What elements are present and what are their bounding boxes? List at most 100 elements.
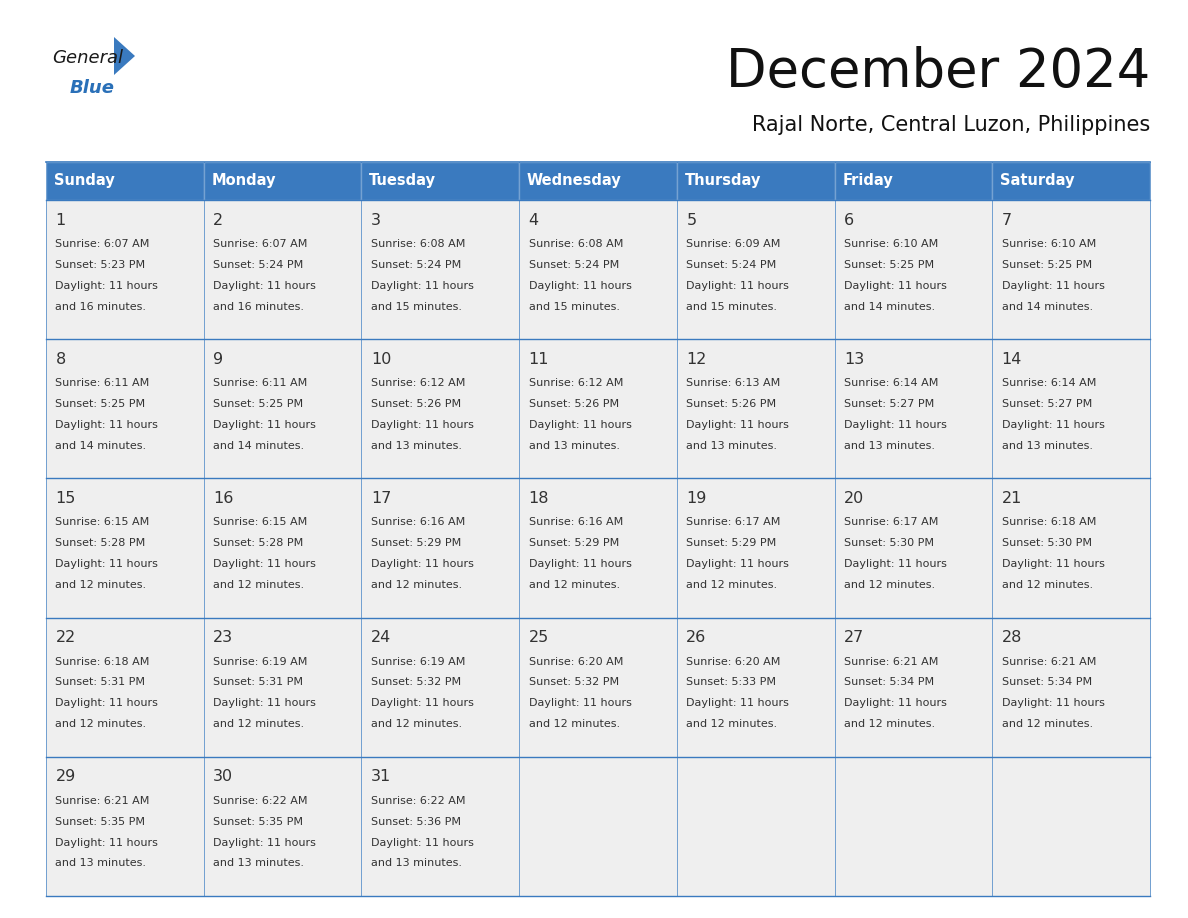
Text: Sunrise: 6:20 AM: Sunrise: 6:20 AM (529, 656, 623, 666)
Text: 6: 6 (843, 213, 854, 228)
Text: and 16 minutes.: and 16 minutes. (56, 302, 146, 311)
Text: Wednesday: Wednesday (527, 174, 621, 188)
Text: 12: 12 (687, 352, 707, 366)
Text: Sunset: 5:26 PM: Sunset: 5:26 PM (529, 399, 619, 409)
Bar (677, 756, 835, 896)
Bar (519, 618, 677, 756)
Text: and 13 minutes.: and 13 minutes. (529, 441, 620, 451)
Text: 2: 2 (213, 213, 223, 228)
Text: and 14 minutes.: and 14 minutes. (213, 441, 304, 451)
Text: Sunset: 5:28 PM: Sunset: 5:28 PM (56, 538, 146, 548)
Text: Daylight: 11 hours: Daylight: 11 hours (56, 699, 158, 709)
Text: Daylight: 11 hours: Daylight: 11 hours (371, 420, 474, 430)
Bar (835, 339, 992, 478)
Text: Daylight: 11 hours: Daylight: 11 hours (687, 559, 789, 569)
Text: Daylight: 11 hours: Daylight: 11 hours (213, 559, 316, 569)
Text: Sunrise: 6:08 AM: Sunrise: 6:08 AM (529, 239, 623, 249)
Text: Daylight: 11 hours: Daylight: 11 hours (1001, 281, 1105, 291)
Text: 11: 11 (529, 352, 549, 366)
Text: Sunset: 5:32 PM: Sunset: 5:32 PM (371, 677, 461, 688)
Text: Sunrise: 6:12 AM: Sunrise: 6:12 AM (529, 378, 623, 388)
Bar (835, 618, 992, 756)
Text: Sunset: 5:35 PM: Sunset: 5:35 PM (56, 817, 145, 826)
Text: Daylight: 11 hours: Daylight: 11 hours (213, 837, 316, 847)
Text: and 12 minutes.: and 12 minutes. (56, 719, 146, 729)
Bar (677, 478, 835, 618)
Text: 27: 27 (843, 630, 865, 645)
Text: 15: 15 (56, 491, 76, 506)
Bar (361, 618, 519, 756)
Text: and 13 minutes.: and 13 minutes. (371, 858, 462, 868)
Text: Monday: Monday (211, 174, 276, 188)
Bar (46, 162, 203, 200)
Text: Sunset: 5:25 PM: Sunset: 5:25 PM (843, 260, 934, 270)
Text: and 14 minutes.: and 14 minutes. (56, 441, 146, 451)
Text: Sunset: 5:33 PM: Sunset: 5:33 PM (687, 677, 776, 688)
Text: Sunset: 5:29 PM: Sunset: 5:29 PM (371, 538, 461, 548)
Text: Saturday: Saturday (1000, 174, 1075, 188)
Text: Daylight: 11 hours: Daylight: 11 hours (371, 559, 474, 569)
Text: Sunrise: 6:22 AM: Sunrise: 6:22 AM (371, 796, 466, 806)
Bar (992, 339, 1150, 478)
Text: Daylight: 11 hours: Daylight: 11 hours (529, 699, 632, 709)
Text: 18: 18 (529, 491, 549, 506)
Text: and 15 minutes.: and 15 minutes. (529, 302, 620, 311)
Text: 5: 5 (687, 213, 696, 228)
Bar (519, 756, 677, 896)
Bar (46, 756, 203, 896)
Text: 23: 23 (213, 630, 233, 645)
Text: Daylight: 11 hours: Daylight: 11 hours (843, 699, 947, 709)
Text: 4: 4 (529, 213, 538, 228)
Text: Sunday: Sunday (53, 174, 114, 188)
Text: Sunrise: 6:10 AM: Sunrise: 6:10 AM (1001, 239, 1097, 249)
Bar (46, 478, 203, 618)
Text: Sunset: 5:25 PM: Sunset: 5:25 PM (213, 399, 303, 409)
Text: Sunset: 5:30 PM: Sunset: 5:30 PM (1001, 538, 1092, 548)
Bar (835, 162, 992, 200)
Text: 13: 13 (843, 352, 865, 366)
Text: Sunset: 5:23 PM: Sunset: 5:23 PM (56, 260, 146, 270)
Text: and 12 minutes.: and 12 minutes. (1001, 719, 1093, 729)
Text: Sunrise: 6:15 AM: Sunrise: 6:15 AM (56, 518, 150, 527)
Text: 21: 21 (1001, 491, 1022, 506)
Text: and 13 minutes.: and 13 minutes. (687, 441, 777, 451)
Text: Sunset: 5:24 PM: Sunset: 5:24 PM (529, 260, 619, 270)
Text: Sunset: 5:24 PM: Sunset: 5:24 PM (213, 260, 303, 270)
Text: 28: 28 (1001, 630, 1022, 645)
Text: Sunrise: 6:12 AM: Sunrise: 6:12 AM (371, 378, 466, 388)
Text: Daylight: 11 hours: Daylight: 11 hours (213, 420, 316, 430)
Text: Sunrise: 6:08 AM: Sunrise: 6:08 AM (371, 239, 466, 249)
Text: Sunrise: 6:11 AM: Sunrise: 6:11 AM (56, 378, 150, 388)
Text: and 12 minutes.: and 12 minutes. (687, 719, 777, 729)
Text: and 13 minutes.: and 13 minutes. (213, 858, 304, 868)
Text: Daylight: 11 hours: Daylight: 11 hours (371, 837, 474, 847)
Text: Sunrise: 6:14 AM: Sunrise: 6:14 AM (1001, 378, 1097, 388)
Text: Daylight: 11 hours: Daylight: 11 hours (529, 559, 632, 569)
Text: Sunrise: 6:10 AM: Sunrise: 6:10 AM (843, 239, 939, 249)
Text: and 12 minutes.: and 12 minutes. (1001, 580, 1093, 590)
Text: 31: 31 (371, 769, 391, 784)
Bar (677, 162, 835, 200)
Text: Sunset: 5:34 PM: Sunset: 5:34 PM (1001, 677, 1092, 688)
Bar (203, 756, 361, 896)
Text: 26: 26 (687, 630, 707, 645)
Text: Daylight: 11 hours: Daylight: 11 hours (213, 699, 316, 709)
Text: Thursday: Thursday (684, 174, 762, 188)
Text: 22: 22 (56, 630, 76, 645)
Text: and 12 minutes.: and 12 minutes. (371, 719, 462, 729)
Text: 14: 14 (1001, 352, 1022, 366)
Text: and 16 minutes.: and 16 minutes. (213, 302, 304, 311)
Text: Blue: Blue (70, 79, 115, 97)
Text: and 12 minutes.: and 12 minutes. (213, 580, 304, 590)
Text: Sunset: 5:36 PM: Sunset: 5:36 PM (371, 817, 461, 826)
Bar (992, 162, 1150, 200)
Bar (677, 339, 835, 478)
Text: Sunset: 5:26 PM: Sunset: 5:26 PM (371, 399, 461, 409)
Text: Daylight: 11 hours: Daylight: 11 hours (213, 281, 316, 291)
Text: Daylight: 11 hours: Daylight: 11 hours (687, 420, 789, 430)
Text: Sunset: 5:35 PM: Sunset: 5:35 PM (213, 817, 303, 826)
Text: 17: 17 (371, 491, 391, 506)
Text: Daylight: 11 hours: Daylight: 11 hours (843, 281, 947, 291)
Text: Sunrise: 6:07 AM: Sunrise: 6:07 AM (56, 239, 150, 249)
Text: Sunrise: 6:20 AM: Sunrise: 6:20 AM (687, 656, 781, 666)
